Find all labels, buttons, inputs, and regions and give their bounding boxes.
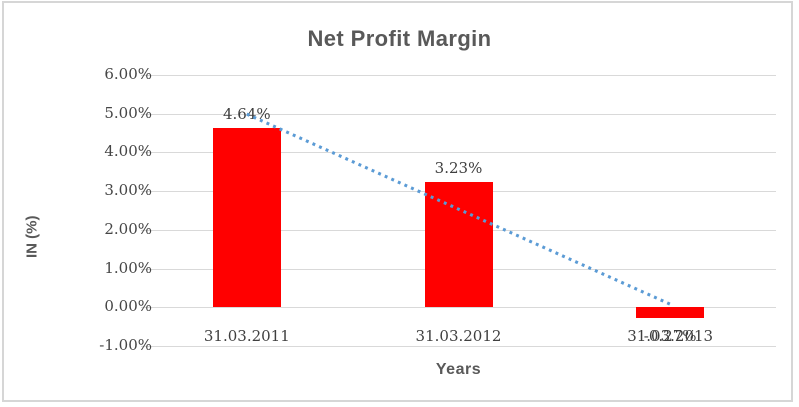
gridline (141, 75, 776, 76)
gridline (141, 307, 776, 309)
bar-data-label: -0.27% (643, 327, 697, 346)
bar (424, 182, 493, 308)
trendline (246, 112, 671, 306)
gridline (141, 152, 776, 154)
bar (636, 307, 705, 318)
x-category-label: 31.03.2011 (203, 327, 290, 346)
y-tick-label: 6.00% (104, 65, 152, 83)
chart-title: Net Profit Margin (307, 26, 492, 51)
y-tick-label: 2.00% (104, 219, 152, 238)
y-tick-label: 0.00% (104, 297, 152, 316)
bar-data-label: 4.64% (223, 104, 271, 123)
gridline (141, 346, 776, 347)
plot-area: 4.64% 31.03.2011 3.23% 31.03.2012 -0.27% 31.0… (141, 75, 776, 347)
y-tick-label: 5.00% (104, 103, 152, 122)
y-tick-label: 1.00% (104, 258, 152, 277)
y-tick-label: 3.00% (104, 181, 152, 200)
x-category-label: 31.03.2013 (627, 327, 714, 346)
gridline (141, 113, 776, 115)
y-tick-label: 4.00% (104, 142, 152, 161)
bar-data-label: 3.23% (434, 159, 483, 178)
x-axis-title: Years (435, 361, 482, 378)
bar (212, 127, 281, 308)
x-category-label: 31.03.2012 (415, 327, 502, 346)
chart-frame (2, 1, 793, 402)
y-tick-label: -1.00% (99, 336, 152, 354)
